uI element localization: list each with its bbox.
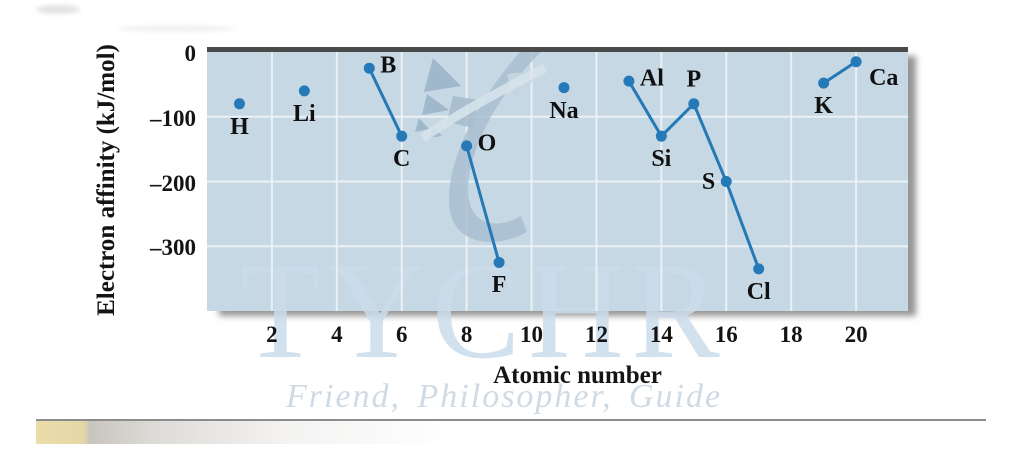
x-tick-label-4: 4 <box>331 322 343 347</box>
y-tick-label-0: 0 <box>184 41 197 66</box>
data-point-Cl <box>753 263 765 275</box>
x-tick-label-12: 12 <box>584 322 608 347</box>
data-point-Si <box>655 130 667 142</box>
data-point-S <box>720 176 732 187</box>
x-tick-label-14: 14 <box>649 322 673 347</box>
data-point-F <box>493 256 505 268</box>
data-point-Al <box>623 75 635 87</box>
watermark-brand-text: TYCHR <box>240 234 728 387</box>
series-line-K-Ca <box>822 60 858 85</box>
x-tick-label-16: 16 <box>714 322 738 347</box>
series-line-B-C <box>367 66 404 138</box>
bottom-divider-line <box>36 419 986 421</box>
scan-smudge <box>118 25 236 32</box>
logo-triangle <box>422 94 449 115</box>
data-series <box>233 56 862 275</box>
watermark-tagline-text: Friend, Philosopher, Guide <box>286 378 723 415</box>
x-tick-label-18: 18 <box>779 322 803 347</box>
data-point-C <box>396 130 408 142</box>
data-point-Li <box>298 85 310 97</box>
x-tick-label-8: 8 <box>460 322 473 347</box>
y-tick-label--200: –200 <box>150 170 196 196</box>
data-point-O <box>461 140 473 152</box>
data-point-K <box>818 77 830 89</box>
x-tick-label-20: 20 <box>844 322 868 347</box>
scan-smudge <box>36 5 80 14</box>
x-tick-label-2: 2 <box>266 322 278 347</box>
plot-area: H Li Na B C O F Al Si P S Cl K Ca <box>207 47 908 311</box>
logo-triangle <box>415 118 429 132</box>
logo-swoosh <box>420 63 548 142</box>
chart-canvas <box>207 52 908 311</box>
gridlines <box>207 52 908 311</box>
data-point-P <box>688 98 700 110</box>
x-axis-title: Atomic number <box>493 362 662 389</box>
data-point-H <box>233 98 245 110</box>
series-line-Al-Si-P-S-Cl <box>627 79 761 271</box>
y-tick-label--100: –100 <box>150 105 196 131</box>
x-tick-label-6: 6 <box>395 322 408 347</box>
data-point-B <box>363 62 375 74</box>
logo-triangle <box>424 58 461 92</box>
x-tick-label-10: 10 <box>520 322 544 347</box>
y-tick-label--300: –300 <box>150 235 196 261</box>
data-point-Ca <box>850 56 862 68</box>
data-point-Na <box>558 82 570 94</box>
bottom-gradient-bar <box>36 421 592 444</box>
series-line-O-F <box>465 144 501 264</box>
